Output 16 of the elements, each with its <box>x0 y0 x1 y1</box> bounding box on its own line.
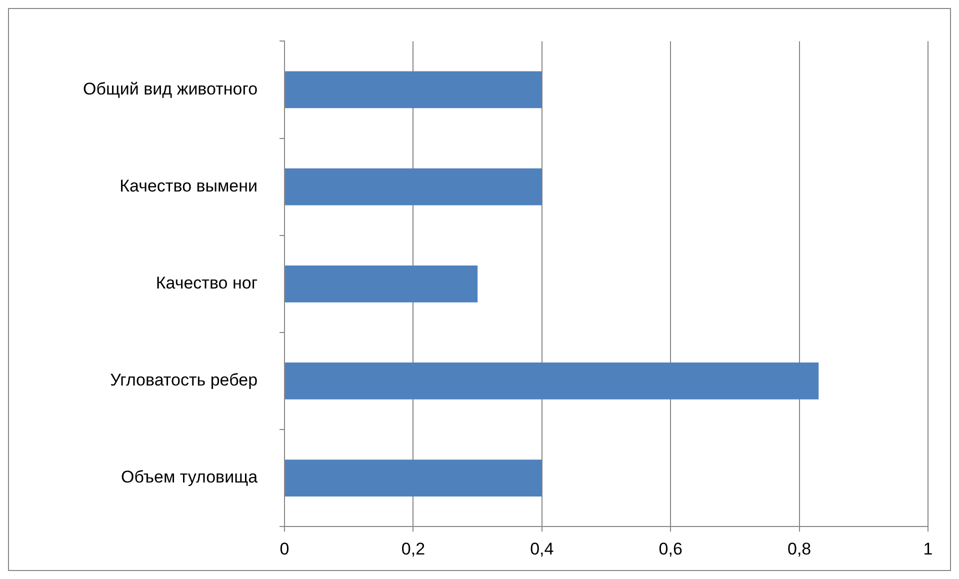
x-tick-label: 0,6 <box>658 539 682 558</box>
bar <box>285 265 478 302</box>
x-tick-label: 1 <box>923 539 933 558</box>
y-tick-label: Качество ног <box>156 274 258 293</box>
bar <box>285 168 542 206</box>
x-tick-label: 0 <box>280 539 290 558</box>
x-tick-label: 0,8 <box>787 539 812 558</box>
y-tick-label: Качество вымени <box>120 176 258 196</box>
y-tick-label: Угловатость ребер <box>110 370 258 390</box>
y-tick-label: Общий вид животного <box>82 79 258 98</box>
x-tick-label: 0,4 <box>530 539 554 558</box>
x-tick-label: 0,2 <box>401 539 426 558</box>
y-tick-label: Объем туловища <box>121 468 258 487</box>
bar <box>285 460 542 497</box>
bar <box>285 71 542 108</box>
bar <box>285 362 819 400</box>
